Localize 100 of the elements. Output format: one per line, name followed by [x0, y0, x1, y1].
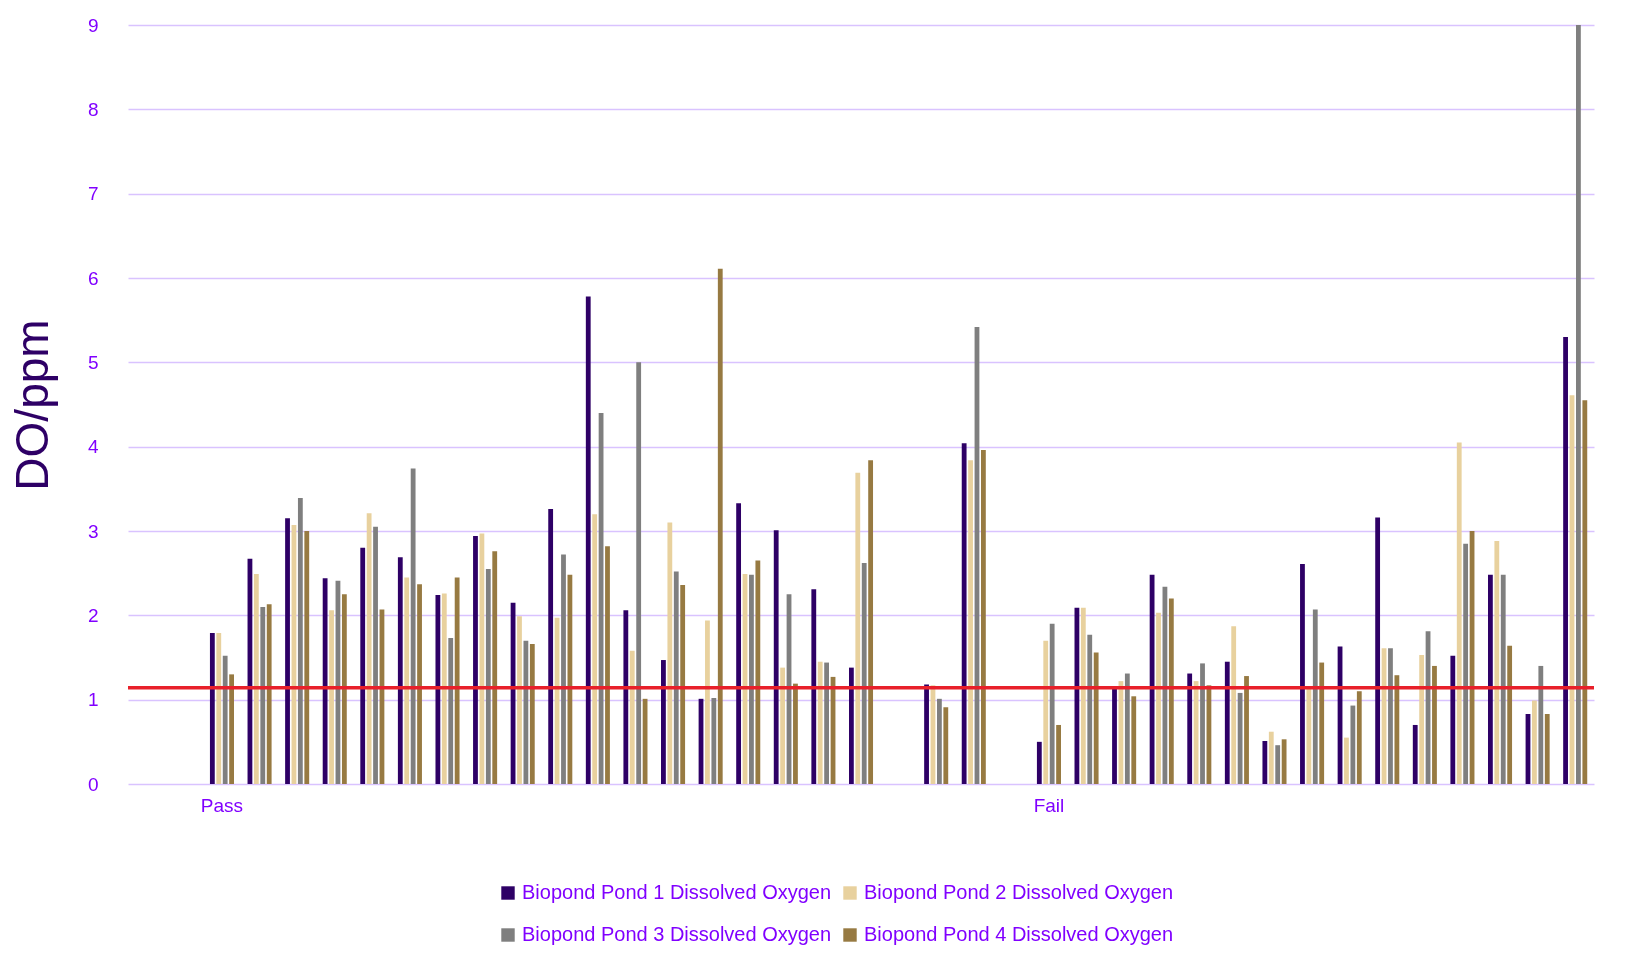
bar	[1237, 692, 1243, 784]
bar	[1093, 652, 1099, 784]
bar	[1494, 541, 1500, 784]
bar	[1268, 731, 1274, 784]
bar	[1463, 543, 1469, 784]
y-tick-label: 4	[87, 436, 99, 458]
bar	[1049, 623, 1055, 784]
bar	[1043, 640, 1049, 784]
bar	[285, 518, 290, 784]
bar	[636, 362, 642, 784]
bar	[1244, 676, 1249, 784]
bar	[780, 667, 786, 784]
bar	[680, 584, 686, 784]
x-tick-label: Pass	[200, 794, 244, 816]
bar	[1124, 673, 1130, 784]
bar	[749, 574, 754, 784]
bar	[1507, 645, 1513, 784]
bar	[492, 551, 498, 784]
x-tick-label: Fail	[1033, 794, 1065, 816]
bar	[322, 578, 328, 784]
bar	[260, 606, 266, 784]
bar	[304, 531, 310, 784]
bar	[855, 472, 861, 784]
bar	[717, 268, 723, 784]
bar	[848, 667, 854, 784]
y-tick-label: 1	[87, 689, 99, 711]
bar	[711, 697, 717, 784]
bar	[1450, 655, 1456, 784]
y-tick-label: 9	[87, 14, 99, 36]
bar	[329, 610, 334, 784]
bar	[1576, 25, 1581, 784]
bar	[266, 604, 272, 784]
bar	[1168, 598, 1174, 784]
bar	[404, 577, 410, 784]
y-axis-title: DO/ppm	[5, 319, 58, 491]
bar	[1412, 724, 1418, 784]
bar	[529, 644, 535, 784]
bar	[479, 533, 485, 784]
bar	[1456, 442, 1462, 784]
bar	[868, 460, 874, 784]
bar	[1281, 739, 1287, 784]
bar	[1319, 662, 1325, 784]
legend-label: Biopond Pond 3 Dissolved Oxygen	[522, 923, 832, 945]
bar	[605, 546, 610, 784]
bar	[817, 661, 823, 784]
bar	[1312, 609, 1318, 784]
bar	[297, 498, 303, 784]
bar	[1500, 574, 1506, 784]
bar	[1156, 612, 1161, 784]
bar	[222, 655, 228, 784]
bar	[548, 509, 554, 784]
legend-label: Biopond Pond 4 Dissolved Oxygen	[864, 923, 1174, 945]
bar	[968, 460, 973, 784]
bar	[1231, 626, 1237, 784]
bar	[1131, 696, 1137, 784]
bar	[523, 640, 529, 784]
bar	[1275, 745, 1281, 784]
bar	[1200, 663, 1205, 784]
bar	[1544, 714, 1550, 784]
bar	[755, 560, 761, 784]
bar	[1538, 665, 1544, 784]
y-tick-label: 6	[87, 267, 99, 289]
bar	[1087, 634, 1093, 784]
bar	[1419, 654, 1425, 784]
bar	[441, 593, 447, 784]
bar	[1080, 607, 1086, 784]
bar	[961, 443, 967, 784]
bar	[1432, 665, 1437, 784]
bar	[341, 594, 347, 784]
bar	[1056, 724, 1061, 784]
bar	[1582, 400, 1588, 784]
bar	[454, 577, 460, 784]
bar	[673, 571, 679, 784]
bar	[629, 650, 635, 784]
bar	[1394, 675, 1400, 784]
y-tick-label: 5	[87, 351, 99, 373]
bar	[229, 674, 234, 784]
bar	[793, 683, 798, 784]
y-tick-label: 0	[87, 773, 99, 795]
bar	[567, 574, 573, 784]
bar	[667, 522, 673, 784]
bar	[417, 584, 422, 784]
y-tick-label: 7	[87, 183, 99, 205]
bar	[473, 536, 478, 784]
bar	[561, 554, 566, 784]
bar	[216, 633, 222, 784]
bar	[1187, 673, 1193, 784]
bar	[253, 574, 259, 784]
bar	[1300, 563, 1305, 784]
bar	[1563, 337, 1568, 784]
bar	[736, 503, 742, 784]
bar	[1388, 648, 1393, 784]
bar	[943, 707, 949, 784]
bar	[360, 547, 366, 784]
bar	[485, 568, 491, 784]
bar	[1350, 705, 1356, 784]
bar	[366, 513, 372, 784]
bar	[773, 530, 779, 784]
bar	[623, 610, 629, 784]
bar	[705, 620, 710, 784]
